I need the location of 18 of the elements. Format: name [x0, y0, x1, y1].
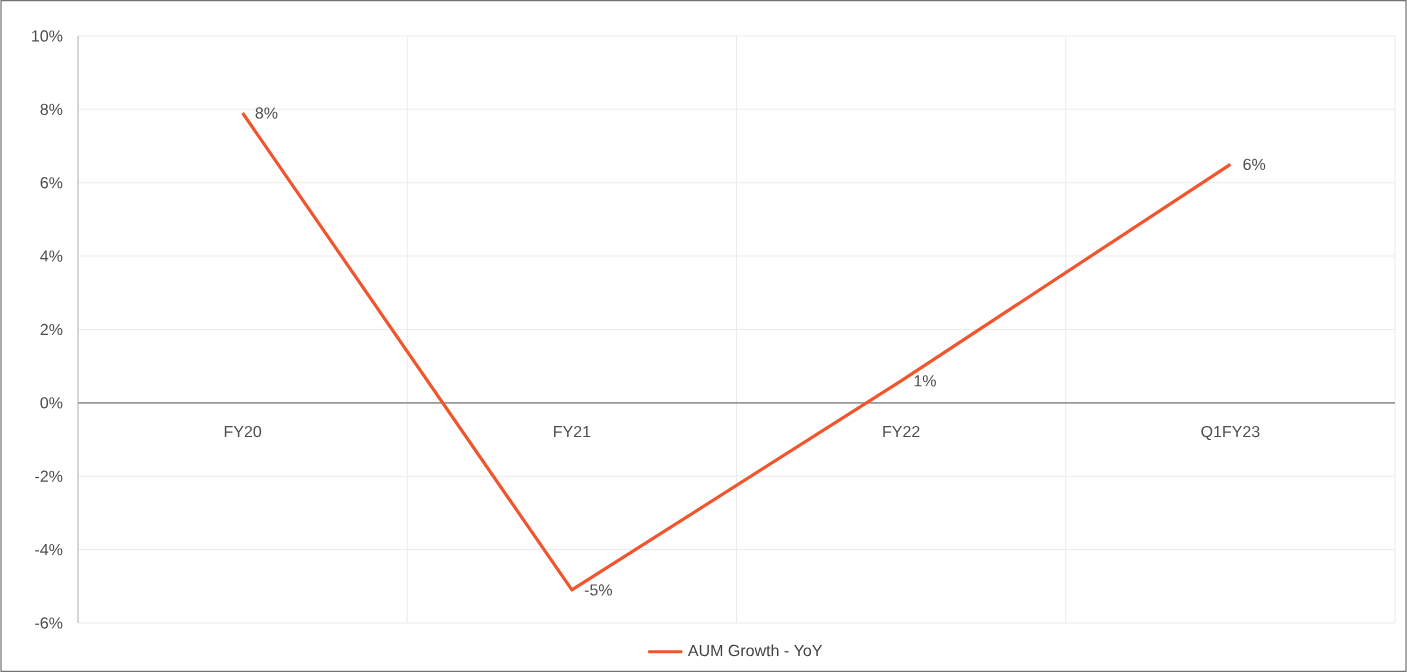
y-tick-label: 4% [40, 250, 63, 262]
data-label: -5% [584, 584, 613, 596]
y-tick-label: 6% [40, 177, 63, 189]
y-tick-label: -2% [35, 470, 63, 482]
y-tick-label: 8% [40, 103, 63, 116]
y-tick-label: 2% [40, 323, 63, 336]
y-tick-label: 0% [40, 397, 63, 409]
y-tick-label: -6% [35, 617, 63, 629]
legend-label: AUM Growth - YoY [687, 644, 823, 657]
data-label: 8% [255, 107, 278, 119]
data-label: 6% [1243, 158, 1266, 171]
x-tick-label: FY21 [554, 425, 591, 438]
y-tick-label: 10% [32, 30, 63, 42]
x-tick-label: Q1FY23 [1201, 425, 1260, 441]
y-tick-label: -4% [35, 544, 63, 556]
x-tick-label: FY22 [883, 425, 920, 438]
data-label: 1% [914, 375, 936, 387]
x-tick-label: FY20 [224, 425, 262, 438]
